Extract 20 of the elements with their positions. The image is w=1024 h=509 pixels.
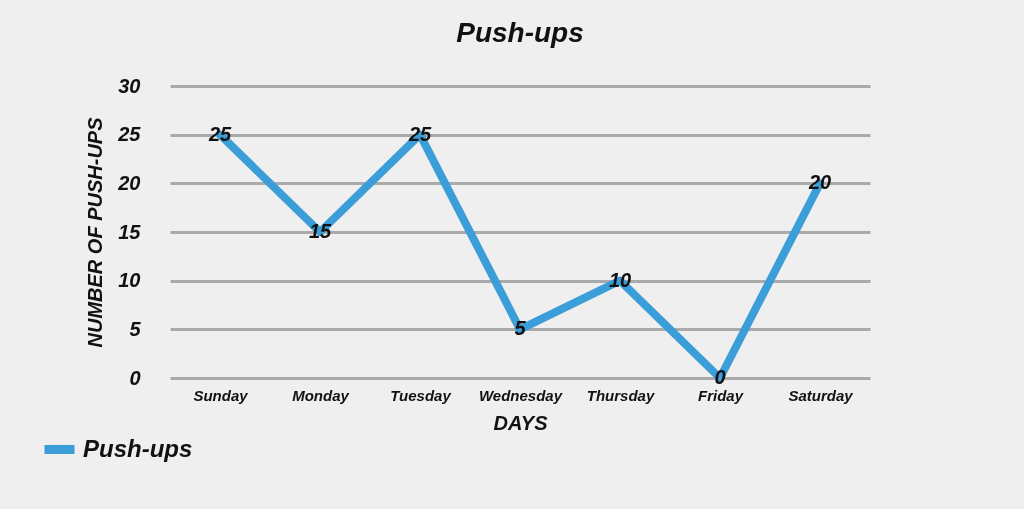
y-tick-label: 20 xyxy=(117,171,141,194)
x-tick-label: Tuesday xyxy=(390,386,452,404)
y-tick-label: 25 xyxy=(117,123,142,146)
x-tick-label: Saturday xyxy=(788,386,854,404)
data-label: 25 xyxy=(207,122,232,145)
y-tick-label: 10 xyxy=(118,269,141,292)
chart-title: Push-ups xyxy=(456,17,584,48)
x-tick-label: Monday xyxy=(292,386,350,404)
y-tick-label: 15 xyxy=(118,220,142,243)
x-tick-label: Thursday xyxy=(586,386,655,404)
x-tick-label: Wednesday xyxy=(478,386,563,404)
x-axis-title: DAYS xyxy=(493,411,549,434)
y-axis-title: NUMBER OF PUSH-UPS xyxy=(84,116,107,348)
legend-label: Push-ups xyxy=(83,434,193,462)
y-tick-label: 30 xyxy=(118,74,141,97)
y-tick-label: 5 xyxy=(129,317,142,340)
y-tick-label: 0 xyxy=(129,366,141,389)
x-tick-label: Friday xyxy=(697,386,744,404)
data-label: 20 xyxy=(807,171,832,194)
x-tick-label: Sunday xyxy=(193,386,249,404)
